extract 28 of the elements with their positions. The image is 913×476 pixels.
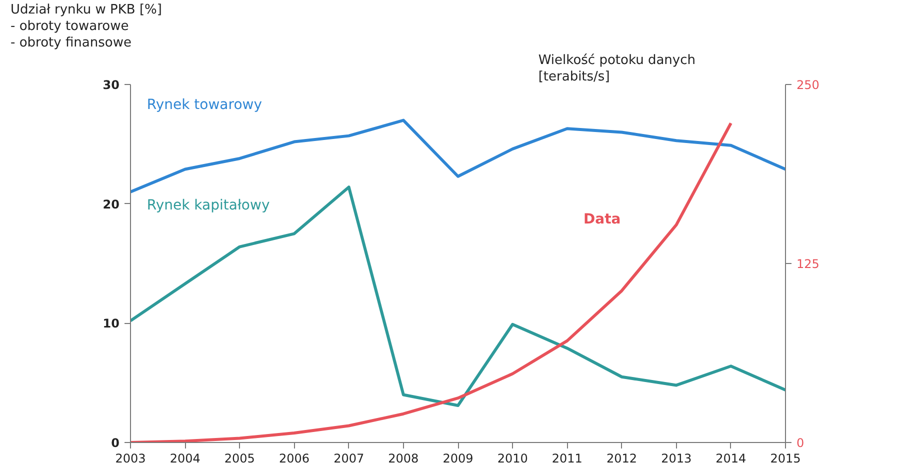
x-tick-label: 2004 xyxy=(170,452,200,466)
y-tick-label: 20 xyxy=(102,197,120,212)
y-tick-label: 10 xyxy=(102,316,120,331)
x-tick-label: 2011 xyxy=(552,452,582,466)
series-label: Rynek kapitałowy xyxy=(146,197,270,214)
y-axis-title: Udział rynku w PKB [%] - obroty towarowe - obroty finansowe xyxy=(10,2,162,50)
x-tick-label: 2012 xyxy=(606,452,638,466)
x-tick-label: 2015 xyxy=(770,452,801,466)
x-tick-label: 2009 xyxy=(442,452,474,466)
y-tick-label: 30 xyxy=(102,78,120,92)
y2-tick-label: 125 xyxy=(796,257,820,271)
text: Rynek towarowy xyxy=(146,97,262,114)
line-series xyxy=(130,118,786,194)
text: Data xyxy=(584,212,621,228)
x-tick-label: 2006 xyxy=(278,452,310,466)
line-series xyxy=(130,122,732,442)
y2-axis-title: Wielkość potoku danych [terabits/s] xyxy=(538,53,696,84)
x-tick-label: 2008 xyxy=(388,452,419,466)
x-tick-label: 2007 xyxy=(334,452,364,466)
x-tick-label: 2013 xyxy=(661,452,692,466)
x-tick-label: 2014 xyxy=(716,452,746,466)
y2-tick-label: 0 xyxy=(796,436,804,450)
x-tick-label: 2005 xyxy=(224,452,255,466)
y2-tick-label: 250 xyxy=(796,78,820,92)
x-tick-label: 2010 xyxy=(497,452,528,466)
x-tick-label: 2003 xyxy=(115,452,146,466)
y-tick-label: 0 xyxy=(111,436,120,450)
line-series xyxy=(130,186,786,408)
